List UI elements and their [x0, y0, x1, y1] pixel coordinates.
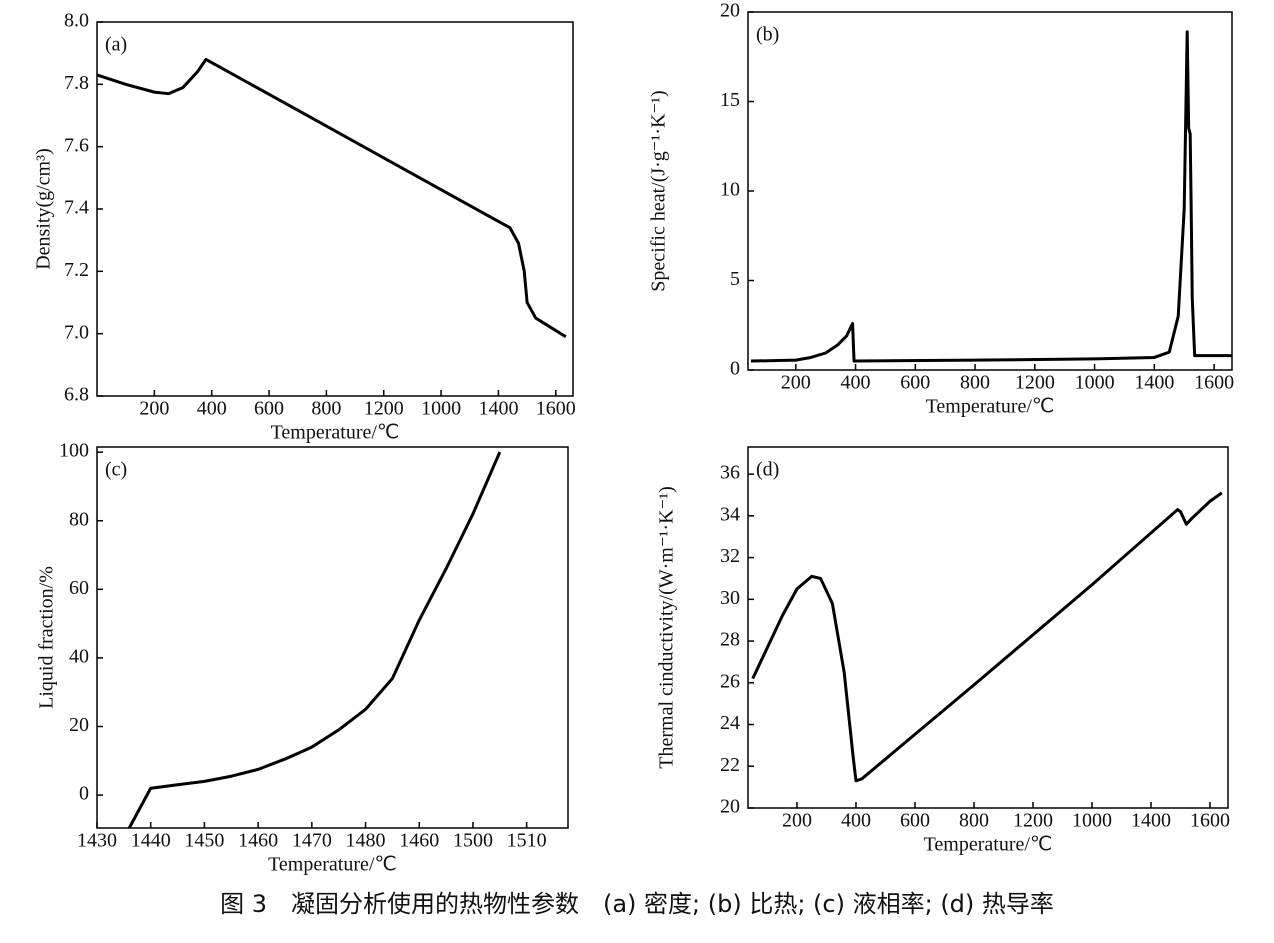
panel-label: (a)	[105, 34, 127, 56]
x-tick-label: 600	[900, 810, 930, 832]
y-tick-label: 5	[730, 268, 740, 290]
x-tick-label: 1600	[536, 398, 576, 420]
y-tick-label: 7.0	[64, 321, 89, 343]
panel-label: (d)	[756, 459, 779, 481]
x-axis-title: Temperature/℃	[271, 422, 400, 444]
x-tick-label: 1000	[1072, 810, 1112, 832]
panel-label: (c)	[105, 459, 127, 481]
y-tick-label: 20	[720, 796, 740, 818]
data-line	[96, 57, 567, 339]
y-tick-label: 7.4	[64, 197, 89, 219]
x-tick-label: 1450	[184, 830, 224, 852]
data-line	[751, 491, 1223, 783]
x-axis-title: Temperature/℃	[926, 396, 1055, 418]
y-tick-label: 22	[720, 754, 740, 776]
x-tick-label: 600	[254, 398, 284, 420]
y-axis-title: Density(g/cm³)	[33, 148, 55, 270]
x-tick-label: 1510	[507, 830, 547, 852]
y-tick-label: 34	[720, 503, 740, 525]
x-axis-title: Temperature/℃	[268, 854, 397, 876]
data-line	[127, 451, 502, 829]
x-tick-label: 200	[781, 372, 811, 394]
x-tick-label: 800	[311, 398, 341, 420]
y-tick-label: 7.6	[64, 134, 89, 156]
y-tick-label: 0	[79, 783, 89, 805]
y-tick-label: 28	[720, 629, 740, 651]
y-tick-label: 6.8	[64, 384, 89, 406]
x-tick-label: 800	[959, 810, 989, 832]
x-tick-label: 400	[841, 810, 871, 832]
y-tick-label: 20	[720, 0, 740, 22]
x-tick-label: 1200	[1013, 810, 1053, 832]
y-axis-title: Specific heat/(J·g⁻¹·K⁻¹)	[648, 90, 670, 291]
caption: 图 3 凝固分析使用的热物性参数 (a) 密度; (b) 比热; (c) 液相率…	[220, 890, 1054, 918]
y-tick-label: 40	[69, 645, 89, 667]
y-axis-title: Liquid fraction/%	[36, 566, 58, 709]
y-tick-label: 60	[69, 577, 89, 599]
x-tick-label: 1600	[1190, 810, 1230, 832]
plot-frame	[747, 446, 1229, 809]
y-tick-label: 32	[720, 545, 740, 567]
y-tick-label: 0	[730, 358, 740, 380]
y-tick-label: 10	[720, 179, 740, 201]
x-tick-label: 1000	[421, 398, 461, 420]
y-tick-label: 20	[69, 714, 89, 736]
plot-frame	[96, 446, 569, 829]
y-tick-label: 30	[720, 587, 740, 609]
x-tick-label: 1400	[478, 398, 518, 420]
y-tick-label: 100	[59, 440, 89, 462]
panel-label: (b)	[756, 24, 779, 46]
x-tick-label: 1400	[1131, 810, 1171, 832]
y-axis-title: Thermal cinductivity/(W·m⁻¹·K⁻¹)	[656, 486, 678, 768]
y-tick-label: 8.0	[64, 10, 89, 32]
x-tick-label: 1460	[238, 830, 278, 852]
x-tick-label: 1460	[399, 830, 439, 852]
y-tick-label: 36	[720, 462, 740, 484]
x-tick-label: 1000	[1075, 372, 1115, 394]
x-tick-label: 1440	[131, 830, 171, 852]
x-tick-label: 1430	[77, 830, 117, 852]
x-tick-label: 600	[900, 372, 930, 394]
plot-frame	[747, 11, 1233, 371]
x-axis-title: Temperature/℃	[924, 834, 1053, 856]
y-tick-label: 80	[69, 508, 89, 530]
x-tick-label: 400	[841, 372, 871, 394]
y-tick-label: 26	[720, 670, 740, 692]
x-tick-label: 1200	[1015, 372, 1055, 394]
y-tick-label: 7.2	[64, 259, 89, 281]
x-tick-label: 1600	[1194, 372, 1234, 394]
plot-frame	[96, 21, 574, 397]
y-tick-label: 24	[720, 712, 740, 734]
y-tick-label: 15	[720, 89, 740, 111]
x-tick-label: 1200	[364, 398, 404, 420]
x-tick-label: 200	[782, 810, 812, 832]
x-tick-label: 400	[197, 398, 227, 420]
x-tick-label: 200	[139, 398, 169, 420]
y-tick-label: 7.8	[64, 72, 89, 94]
data-line	[750, 30, 1232, 363]
x-tick-label: 1500	[453, 830, 493, 852]
x-tick-label: 1480	[346, 830, 386, 852]
x-tick-label: 1400	[1134, 372, 1174, 394]
x-tick-label: 800	[960, 372, 990, 394]
x-tick-label: 1470	[292, 830, 332, 852]
